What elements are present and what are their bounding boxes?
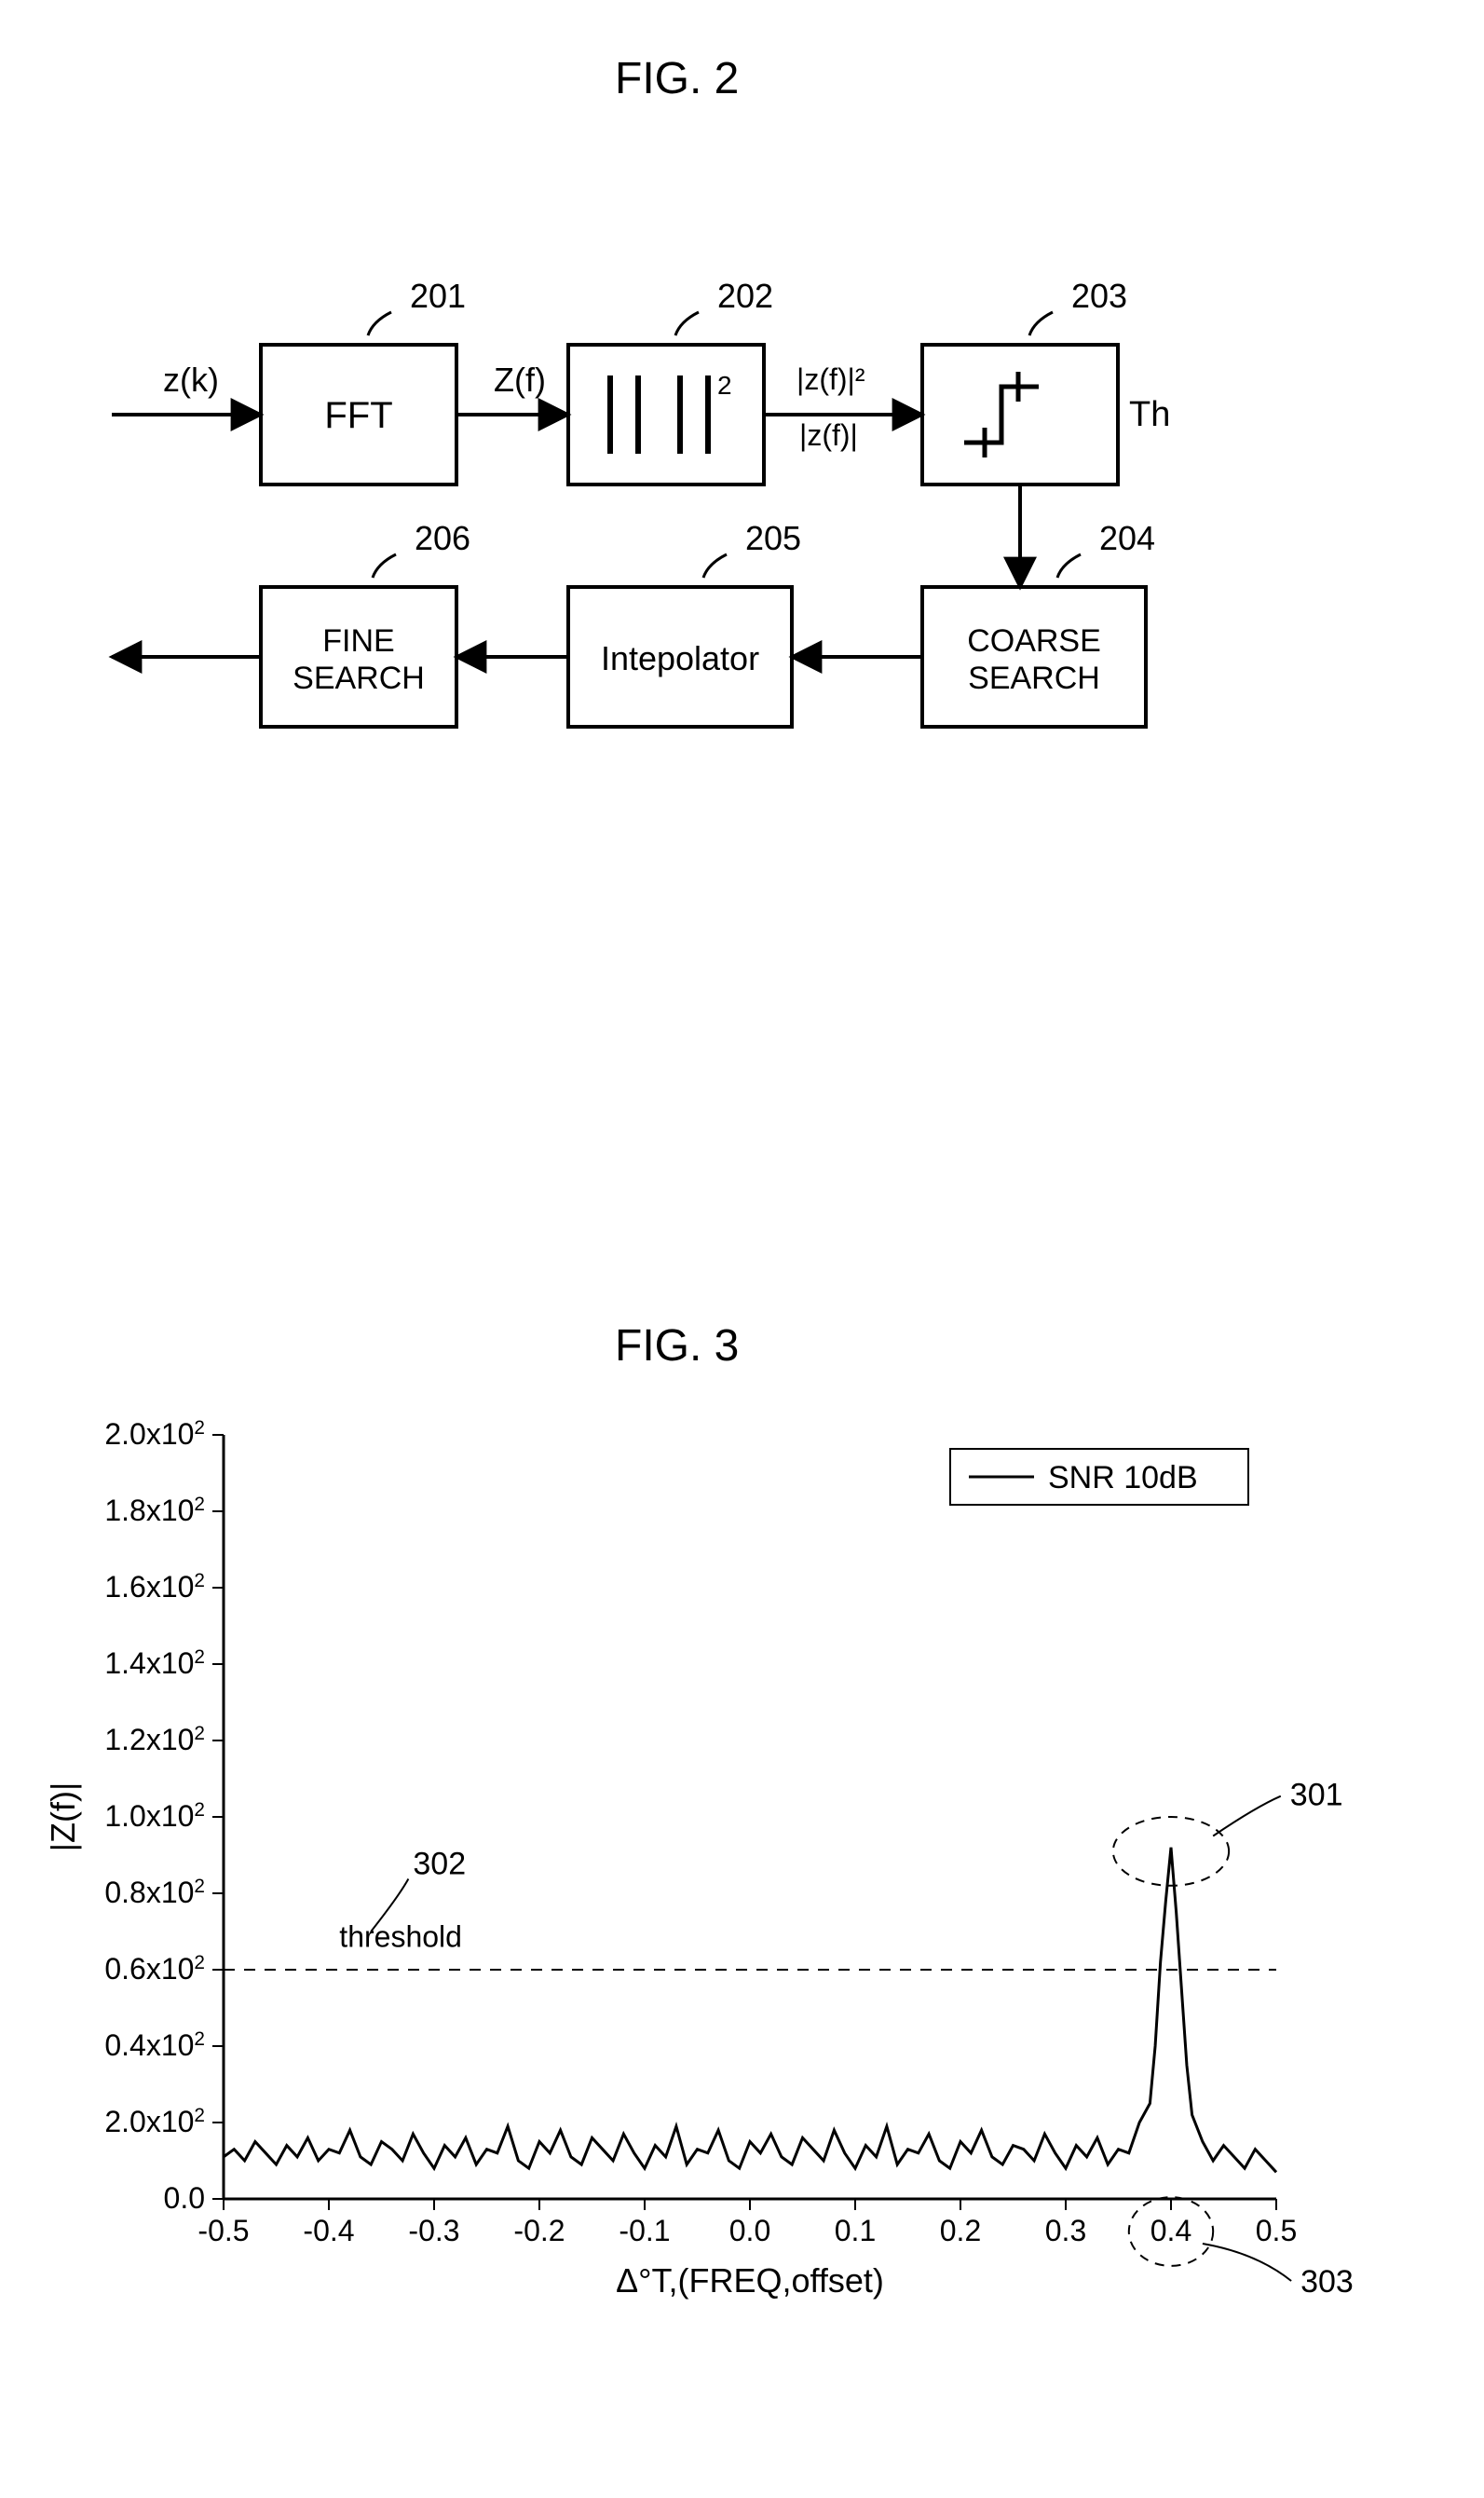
- xtick-label: -0.5: [197, 2214, 249, 2247]
- refnum-205: 205: [745, 519, 801, 557]
- series-line: [224, 1848, 1276, 2173]
- block-202: [568, 345, 764, 485]
- block-203: [922, 345, 1118, 485]
- arrow-1-label: Z(f): [494, 361, 546, 399]
- ytick-label: 1.2x102: [104, 1723, 205, 1757]
- block-205-label: Intepolator: [601, 639, 759, 677]
- x-axis-label: Δ°T,(FREQ,offset): [616, 2261, 884, 2300]
- block-203-sidelabel: Th: [1129, 395, 1170, 434]
- fig2-title: FIG. 2: [615, 54, 739, 103]
- ytick-label: 0.0: [164, 2181, 205, 2215]
- refnum-203: 203: [1071, 277, 1127, 315]
- block-206-label-2: SEARCH: [293, 661, 425, 696]
- xtick-label: -0.4: [303, 2214, 354, 2247]
- figure-canvas: FIG. 2FFT2ThCOARSESEARCHIntepolatorFINES…: [0, 0, 1484, 2498]
- leader-201: [368, 312, 391, 335]
- annotation-leader-301: [1213, 1796, 1281, 1836]
- fig3-title: FIG. 3: [615, 1321, 739, 1371]
- xtick-label: -0.2: [513, 2214, 565, 2247]
- page: FIG. 2FFT2ThCOARSESEARCHIntepolatorFINES…: [0, 0, 1484, 2498]
- annotation-301: 301: [1290, 1778, 1343, 1813]
- threshold-label: threshold: [339, 1919, 462, 1953]
- leader-206: [373, 554, 396, 578]
- block-206-label-1: FINE: [322, 623, 394, 659]
- xtick-label: 0.4: [1150, 2214, 1191, 2247]
- xtick-label: 0.3: [1045, 2214, 1086, 2247]
- ytick-label: 2.0x102: [104, 2105, 205, 2139]
- block-201-label: FFT: [324, 395, 392, 436]
- annotation-302: 302: [413, 1847, 466, 1882]
- fig3-group: FIG. 3 0.0 2.0x102 0.4x102 0.6x102 0.8x102 1.0…: [44, 1321, 1354, 2300]
- annotation-303: 303: [1300, 2264, 1354, 2300]
- ytick-label: 1.6x102: [104, 1570, 205, 1604]
- block-204-label-1: COARSE: [967, 623, 1101, 659]
- xtick-label: 0.2: [940, 2214, 981, 2247]
- annotation-leader-303: [1203, 2244, 1291, 2281]
- ytick-label: 1.4x102: [104, 1646, 205, 1681]
- ytick-label: 1.8x102: [104, 1494, 205, 1528]
- xtick-label: 0.5: [1256, 2214, 1297, 2247]
- xtick-label: -0.3: [408, 2214, 459, 2247]
- leader-204: [1057, 554, 1081, 578]
- refnum-206: 206: [415, 519, 470, 557]
- leader-203: [1029, 312, 1053, 335]
- xtick-label: -0.1: [619, 2214, 670, 2247]
- arrow-2-label-bot: |z(f)|: [799, 418, 858, 452]
- threshold-step-icon: [964, 387, 1039, 443]
- ytick-label: 0.4x102: [104, 2028, 205, 2063]
- refnum-201: 201: [410, 277, 466, 315]
- leader-202: [675, 312, 699, 335]
- block-204-label-2: SEARCH: [968, 661, 1100, 696]
- legend-label: SNR 10dB: [1048, 1460, 1198, 1495]
- ytick-label: 1.0x102: [104, 1799, 205, 1834]
- ytick-label: 2.0x102: [104, 1417, 205, 1452]
- xtick-label: 0.0: [729, 2214, 770, 2247]
- ytick-label: 0.6x102: [104, 1952, 205, 1986]
- xtick-label: 0.1: [835, 2214, 876, 2247]
- ytick-label: 0.8x102: [104, 1876, 205, 1910]
- arrow-2-label-top: |z(f)|²: [796, 362, 865, 396]
- refnum-202: 202: [717, 277, 773, 315]
- y-axis-label: |Z(f)|: [44, 1782, 82, 1852]
- fig2-group: FIG. 2FFT2ThCOARSESEARCHIntepolatorFINES…: [112, 54, 1170, 727]
- leader-205: [703, 554, 727, 578]
- refnum-204: 204: [1099, 519, 1155, 557]
- squared-superscript: 2: [717, 371, 732, 400]
- arrow-0-label: z(k): [163, 361, 219, 399]
